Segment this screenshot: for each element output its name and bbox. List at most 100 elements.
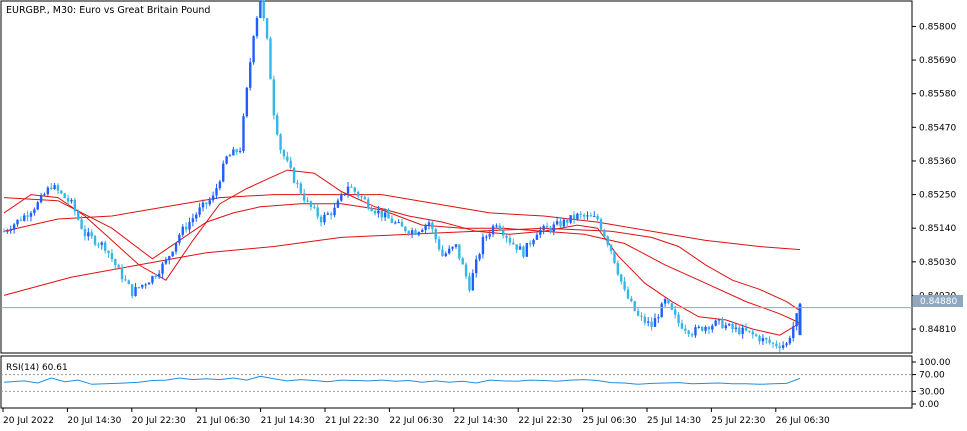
rsi-label: RSI(14) 60.61: [6, 363, 68, 373]
last-candle-body: [798, 304, 802, 336]
candle-body: [677, 314, 680, 324]
candle-body: [535, 234, 539, 240]
candle-body: [218, 181, 222, 189]
candle-body: [2, 231, 6, 233]
candle-body: [262, 0, 265, 19]
candle-body: [39, 195, 43, 203]
candle-body: [444, 253, 448, 257]
candle-body: [532, 239, 535, 245]
candle-body: [674, 309, 677, 315]
candle-body: [404, 226, 407, 232]
candle-body: [471, 273, 475, 291]
candle-body: [83, 228, 87, 237]
candle-body: [147, 282, 151, 285]
candle-body: [623, 281, 626, 290]
candle-body: [272, 79, 276, 116]
candle-body: [717, 318, 721, 321]
candle-body: [397, 222, 400, 224]
candle-body: [174, 242, 178, 252]
candle-body: [788, 337, 792, 344]
candle-body: [694, 327, 697, 336]
candle-body: [421, 229, 424, 233]
candle-body: [380, 210, 383, 218]
candle-body: [417, 232, 421, 235]
candle-body: [498, 225, 502, 231]
candle-body: [582, 214, 586, 217]
rsi-panel[interactable]: [0, 355, 913, 409]
candle-body: [390, 218, 394, 223]
candle-body: [103, 242, 107, 251]
candle-body: [407, 231, 410, 234]
candle-body: [211, 195, 215, 201]
time-tick-label: 26 Jul 06:30: [776, 416, 830, 426]
candle-body: [461, 258, 464, 265]
candle-body: [657, 317, 660, 319]
candle-body: [765, 337, 768, 340]
candle-body: [77, 211, 80, 220]
candle-body: [488, 234, 491, 237]
candle-body: [620, 274, 623, 282]
time-tick-label: 21 Jul 22:30: [325, 416, 379, 426]
candle-body: [191, 218, 195, 223]
candle-body: [279, 134, 282, 151]
candle-body: [16, 219, 19, 225]
candle-body: [114, 259, 117, 266]
moving-averages: [3, 169, 801, 336]
candle-body: [569, 215, 572, 223]
candle-body: [721, 318, 724, 329]
candle-body: [792, 326, 795, 338]
candle-body: [46, 187, 50, 195]
time-axis: 20 Jul 2022 20 Jul 14:30 20 Jul 22:30 21 Ju…: [2, 408, 830, 426]
candle-body: [410, 230, 414, 234]
candle-body: [117, 265, 120, 268]
current-price-tag: [913, 295, 963, 307]
candle-body: [201, 202, 205, 208]
candle-body: [549, 227, 552, 232]
candle-body: [289, 160, 292, 168]
price-panel[interactable]: [0, 0, 913, 354]
candle-body: [232, 149, 235, 156]
candle-body: [400, 222, 404, 227]
candle-body: [427, 222, 431, 226]
candle-body: [596, 216, 599, 220]
candle-body: [626, 289, 630, 299]
candle-body: [56, 185, 60, 191]
candle-body: [734, 327, 738, 329]
candle-body: [768, 339, 771, 343]
candle-body: [758, 336, 761, 342]
candle-body: [485, 236, 488, 238]
candle-body: [501, 230, 505, 236]
time-tick-label: 22 Jul 06:30: [389, 416, 443, 426]
price-tick-label: 0.84810: [919, 325, 956, 335]
candle-body: [643, 316, 647, 323]
candle-body: [468, 276, 471, 291]
candle-body: [684, 328, 687, 331]
candle-body: [316, 207, 319, 217]
candle-body: [120, 267, 124, 280]
candle-body: [292, 167, 296, 183]
time-tick-label: 22 Jul 14:30: [454, 416, 508, 426]
rsi-indicator: [1, 374, 912, 392]
candle-body: [586, 215, 589, 217]
candle-body: [491, 225, 495, 235]
chart-title: EURGBP., M30: Euro vs Great Britain Poun…: [6, 5, 210, 16]
candle-body: [97, 244, 100, 246]
candle-body: [775, 343, 778, 347]
candle-body: [539, 229, 542, 235]
candle-body: [495, 225, 498, 227]
candle-body: [6, 230, 9, 232]
candle-body: [603, 229, 606, 237]
candle-body: [154, 276, 157, 278]
candle-body: [431, 222, 434, 230]
rsi-tick-label: 30.00: [919, 387, 945, 397]
candle-body: [343, 193, 346, 195]
candle-body: [80, 219, 83, 229]
candle-body: [225, 156, 228, 164]
candle-body: [130, 284, 134, 296]
candle-body: [670, 303, 674, 310]
candle-body: [309, 201, 313, 207]
candle-body: [704, 326, 707, 331]
candle-body: [515, 244, 518, 250]
candle-body: [255, 17, 259, 37]
